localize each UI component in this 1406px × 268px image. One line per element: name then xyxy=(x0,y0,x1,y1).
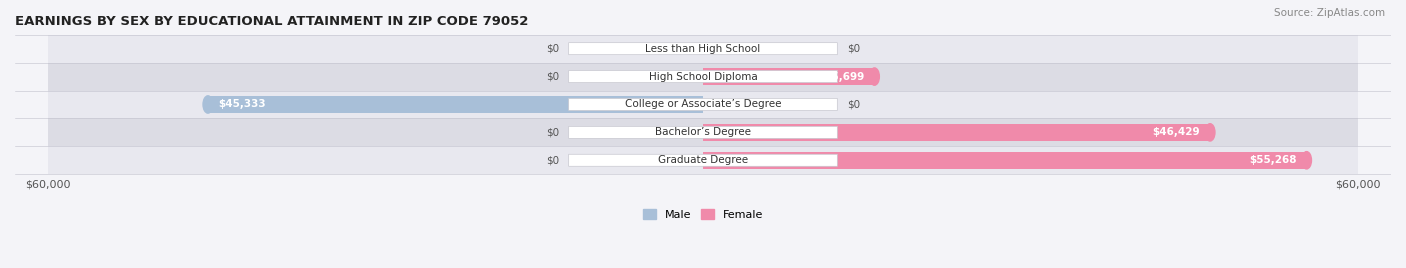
Text: $0: $0 xyxy=(546,155,558,165)
Bar xyxy=(703,124,1211,141)
Text: $0: $0 xyxy=(546,127,558,137)
Bar xyxy=(703,152,1306,169)
Text: Source: ZipAtlas.com: Source: ZipAtlas.com xyxy=(1274,8,1385,18)
Bar xyxy=(48,146,1358,174)
Text: College or Associate’s Degree: College or Associate’s Degree xyxy=(624,99,782,109)
FancyBboxPatch shape xyxy=(568,43,838,55)
Text: Bachelor’s Degree: Bachelor’s Degree xyxy=(655,127,751,137)
Text: $0: $0 xyxy=(848,99,860,109)
Ellipse shape xyxy=(869,68,879,85)
Legend: Male, Female: Male, Female xyxy=(643,209,763,220)
Bar xyxy=(48,118,1358,146)
Bar xyxy=(48,91,1358,118)
FancyBboxPatch shape xyxy=(568,126,838,138)
Bar xyxy=(703,68,875,85)
Text: $0: $0 xyxy=(848,44,860,54)
Text: Less than High School: Less than High School xyxy=(645,44,761,54)
Text: High School Diploma: High School Diploma xyxy=(648,72,758,81)
Text: $55,268: $55,268 xyxy=(1250,155,1296,165)
Bar xyxy=(48,63,1358,91)
Text: $15,699: $15,699 xyxy=(817,72,865,81)
Text: $0: $0 xyxy=(546,44,558,54)
FancyBboxPatch shape xyxy=(568,70,838,83)
Ellipse shape xyxy=(1302,152,1312,169)
Text: Graduate Degree: Graduate Degree xyxy=(658,155,748,165)
Bar xyxy=(48,35,1358,63)
FancyBboxPatch shape xyxy=(568,154,838,166)
Bar xyxy=(208,96,703,113)
Text: $46,429: $46,429 xyxy=(1153,127,1201,137)
Ellipse shape xyxy=(1205,124,1215,141)
Text: $0: $0 xyxy=(546,72,558,81)
Text: EARNINGS BY SEX BY EDUCATIONAL ATTAINMENT IN ZIP CODE 79052: EARNINGS BY SEX BY EDUCATIONAL ATTAINMEN… xyxy=(15,15,529,28)
Text: $45,333: $45,333 xyxy=(218,99,266,109)
Ellipse shape xyxy=(202,96,212,113)
FancyBboxPatch shape xyxy=(568,98,838,110)
